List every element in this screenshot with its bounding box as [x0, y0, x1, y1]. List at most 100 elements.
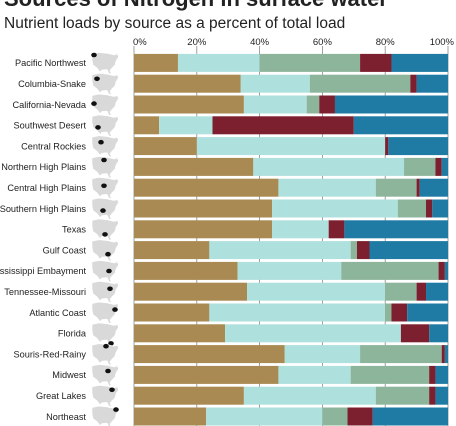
us-outline-icon [91, 280, 119, 304]
bar-segment [278, 178, 376, 197]
bar-segment [259, 53, 361, 72]
us-outline-icon [91, 176, 119, 200]
bar-segment [350, 365, 430, 384]
category-label: Northern High Plains [1, 162, 86, 172]
region-map-icon [91, 343, 119, 366]
bar-segment [240, 74, 310, 93]
category-label: Tennessee-Missouri [4, 287, 86, 297]
bar-segment [134, 407, 207, 426]
region-highlight-icon [107, 286, 113, 292]
bar-segment [334, 95, 448, 114]
bar-segment [429, 324, 448, 343]
region-highlight-icon [112, 307, 118, 312]
bar-segment [400, 324, 430, 343]
bar-segment [247, 282, 386, 301]
bar-segment [225, 324, 401, 343]
bar-segment [360, 345, 442, 364]
bar-segment [372, 407, 448, 426]
category-label: Gulf Coast [43, 245, 87, 255]
category-label: Northeast [46, 412, 86, 422]
bar-segment [309, 74, 411, 93]
bar-segment [134, 116, 160, 135]
category-label: Central Rockies [21, 141, 86, 151]
category-label: Texas [62, 225, 86, 235]
region-map-icon [91, 301, 119, 325]
bar-segment [375, 178, 417, 197]
bar-segment [341, 261, 439, 280]
bar-segment [344, 220, 448, 239]
region-map-icon [91, 239, 119, 262]
region-highlight-icon [108, 341, 114, 346]
x-tick-label: 0% [133, 37, 147, 48]
category-label: Atlantic Coast [29, 308, 86, 318]
category-label: Midwest [52, 370, 86, 380]
bar-segment [426, 282, 448, 301]
us-outline-icon [91, 93, 119, 117]
region-map-icon [91, 72, 119, 96]
bar-segment [432, 199, 448, 218]
bar-segment [391, 53, 448, 72]
region-highlight-icon [91, 52, 97, 58]
bar-segment [253, 157, 405, 176]
us-outline-icon [91, 197, 119, 221]
region-highlight-icon [103, 343, 109, 349]
bar-segment [209, 303, 386, 322]
bar-segment [407, 303, 448, 322]
bar-segment [243, 386, 376, 405]
region-highlight-icon [91, 101, 97, 106]
bar-segment [360, 53, 392, 72]
us-outline-icon [91, 301, 119, 325]
bar-segment [134, 220, 273, 239]
region-map-icon [91, 218, 119, 241]
bar-segment [206, 407, 323, 426]
us-outline-icon [91, 384, 119, 408]
bar-segment [319, 95, 335, 114]
bar-segment [375, 386, 430, 405]
bar-segment [416, 178, 420, 197]
region-map-icon [91, 384, 119, 408]
region-highlight-icon [98, 139, 104, 145]
bar-segment [134, 157, 254, 176]
us-outline-icon [91, 364, 119, 387]
bar-segment [134, 241, 210, 260]
region-highlight-icon [102, 232, 108, 237]
region-map-icon [91, 52, 119, 75]
us-outline-icon [91, 135, 119, 158]
bar-segment [435, 157, 442, 176]
bar-segment [134, 345, 285, 364]
bar-segment [350, 241, 357, 260]
region-highlight-icon [113, 407, 119, 412]
region-map-icon [91, 405, 119, 426]
bar-segment [397, 199, 427, 218]
region-map-icon [91, 364, 119, 387]
us-outline-icon [91, 72, 119, 96]
region-highlight-icon [100, 208, 106, 213]
us-outline-icon [91, 218, 119, 241]
category-label: Central High Plains [7, 183, 86, 193]
bar-segment [410, 74, 417, 93]
region-map-icon [91, 260, 119, 283]
bar-segment [134, 365, 279, 384]
us-outline-icon [91, 343, 119, 366]
category-label: Southwest Desert [13, 121, 86, 131]
category-label: Columbia-Snake [18, 79, 86, 89]
bar-segment [388, 137, 448, 156]
category-label: Pacific Northwest [15, 58, 86, 68]
us-outline-icon [91, 156, 119, 179]
category-label: Great Lakes [36, 391, 86, 401]
category-label: Souris-Red-Rainy [13, 349, 86, 359]
bar-segment [159, 116, 213, 135]
bar-segment [237, 261, 342, 280]
region-map-icon [91, 176, 119, 200]
bar-segment [243, 95, 307, 114]
region-map-icon [91, 156, 119, 179]
bar-segment [284, 345, 361, 364]
bar-segment [134, 95, 244, 114]
bar-segment [356, 241, 370, 260]
bar-segment [429, 386, 436, 405]
bar-segment [134, 53, 178, 72]
bar-segment [134, 137, 197, 156]
region-highlight-icon [105, 251, 111, 257]
region-map-icon [91, 197, 119, 221]
